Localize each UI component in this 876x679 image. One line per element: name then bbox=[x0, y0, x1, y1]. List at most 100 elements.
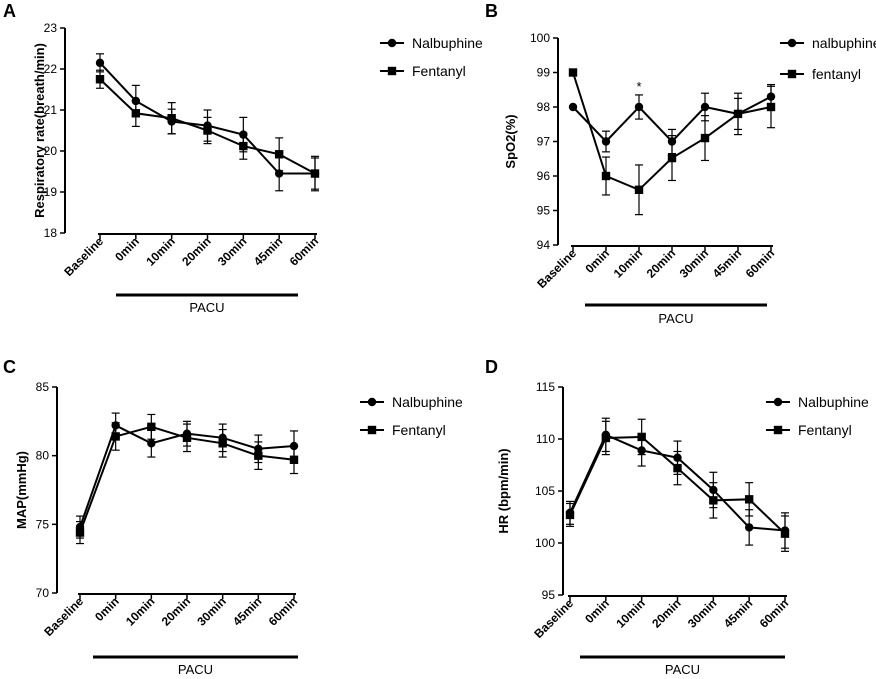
data-point-circle bbox=[274, 169, 284, 178]
legend-label: fentanyl bbox=[812, 66, 861, 82]
data-point-circle bbox=[744, 523, 754, 532]
x-tick-label: 30min bbox=[215, 234, 249, 268]
legend-item-fentanyl: fentanyl bbox=[780, 66, 861, 82]
x-tick-label: 60min bbox=[266, 594, 300, 628]
panel-a: A 18 19 20 21 22 23 Baseline 0min 10min 20min 30mi… bbox=[3, 1, 483, 315]
y-tick-label: 21 bbox=[44, 103, 58, 117]
data-point-square bbox=[182, 433, 192, 443]
data-point-square bbox=[634, 185, 644, 194]
data-point-circle bbox=[700, 102, 710, 112]
x-tick-label: 20min bbox=[649, 596, 683, 630]
data-point-square bbox=[203, 126, 212, 135]
x-tick-label: 0min bbox=[92, 594, 122, 624]
legend-label: Nalbuphine bbox=[412, 35, 483, 51]
legend-item-nalbuphine: nalbuphine bbox=[780, 35, 876, 51]
y-tick-label: 97 bbox=[537, 135, 551, 149]
data-point-square bbox=[601, 171, 611, 181]
data-point-square bbox=[218, 439, 227, 448]
data-point-square bbox=[95, 75, 105, 84]
x-tick-label: 20min bbox=[644, 246, 678, 280]
pacu-label: PACU bbox=[178, 662, 213, 677]
pacu-label: PACU bbox=[189, 300, 224, 315]
y-tick-label: 94 bbox=[537, 238, 551, 252]
y-tick-label: 115 bbox=[536, 380, 555, 394]
y-tick-label: 20 bbox=[44, 144, 58, 158]
y-tick-label: 23 bbox=[44, 21, 58, 35]
panel-letter-a: A bbox=[3, 1, 16, 21]
y-tick-label: 98 bbox=[537, 100, 551, 114]
data-point-square bbox=[310, 169, 320, 178]
legend-item-fentanyl: Fentanyl bbox=[360, 422, 446, 438]
data-point-square bbox=[733, 109, 743, 119]
data-point-square bbox=[239, 141, 248, 151]
x-tick-label: 0min bbox=[582, 596, 612, 626]
series-fentanyl bbox=[75, 413, 299, 545]
x-tick-label: 0min bbox=[582, 246, 612, 276]
x-tick-label: Baseline bbox=[61, 234, 106, 279]
data-point-square bbox=[780, 529, 790, 538]
x-tick-label: 30min bbox=[677, 246, 711, 280]
legend-label: Fentanyl bbox=[412, 63, 466, 79]
x-tick-label: 60min bbox=[757, 596, 791, 630]
data-point-square bbox=[568, 68, 578, 77]
panel-d: D 95 100 105 110 115 Baseline 0min 10min 20min 30… bbox=[485, 357, 869, 677]
x-tick-label: 45min bbox=[251, 234, 285, 268]
x-tick-label: 20min bbox=[159, 594, 193, 628]
y-tick-label: 96 bbox=[537, 169, 551, 183]
y-tick-label: 18 bbox=[44, 226, 58, 240]
panel-c: C 70 75 80 85 Baseline 0min 10min 20min 30min 45m… bbox=[3, 357, 463, 677]
y-tick-label: 80 bbox=[36, 449, 50, 463]
legend-label: Nalbuphine bbox=[392, 394, 463, 410]
legend-item-nalbuphine: Nalbuphine bbox=[766, 394, 869, 410]
y-axis-title: SpO2(%) bbox=[503, 114, 518, 168]
data-point-circle bbox=[634, 102, 644, 112]
y-axis-title: MAP(mmHg) bbox=[14, 451, 29, 529]
data-point-circle bbox=[95, 58, 105, 68]
series-fentanyl bbox=[568, 68, 776, 216]
data-point-square bbox=[131, 109, 141, 118]
x-tick-label: 30min bbox=[685, 596, 719, 630]
legend-label: Fentanyl bbox=[798, 422, 852, 438]
y-tick-label: 85 bbox=[36, 380, 50, 394]
y-tick-label: 22 bbox=[44, 62, 58, 76]
pacu-label: PACU bbox=[665, 662, 700, 677]
legend-item-fentanyl: Fentanyl bbox=[766, 422, 852, 438]
panel-letter-d: D bbox=[485, 357, 498, 377]
legend-marker-circle bbox=[773, 397, 783, 407]
series-fentanyl bbox=[95, 69, 320, 190]
data-point-circle bbox=[601, 137, 611, 146]
y-axis-title: HR (bpm/min) bbox=[496, 448, 511, 533]
data-point-square bbox=[601, 433, 611, 443]
panel-letter-b: B bbox=[485, 1, 498, 21]
y-tick-label: 100 bbox=[535, 536, 555, 550]
x-tick-label: 45min bbox=[710, 246, 744, 280]
data-point-square bbox=[75, 528, 85, 537]
legend-marker-square bbox=[367, 425, 377, 435]
legend-label: Fentanyl bbox=[392, 422, 446, 438]
legend-marker-square bbox=[787, 69, 797, 79]
legend-marker-circle bbox=[787, 38, 797, 48]
y-tick-label: 100 bbox=[530, 31, 550, 45]
y-axis-title: Respiratory rate(breath/min) bbox=[32, 43, 47, 218]
panel-letter-c: C bbox=[3, 357, 16, 377]
data-point-square bbox=[700, 133, 710, 143]
data-point-square bbox=[167, 114, 176, 123]
data-point-square bbox=[111, 432, 120, 441]
x-tick-label: Baseline bbox=[534, 246, 579, 291]
y-tick-label: 110 bbox=[536, 432, 555, 446]
data-point-square bbox=[147, 422, 156, 432]
x-tick-label: 10min bbox=[613, 596, 647, 630]
data-point-square bbox=[289, 455, 299, 464]
data-point-square bbox=[744, 495, 754, 504]
data-point-square bbox=[709, 496, 718, 505]
x-tick-label: 10min bbox=[123, 594, 157, 628]
legend-label: nalbuphine bbox=[812, 35, 876, 51]
y-tick-label: 105 bbox=[535, 484, 555, 498]
x-tick-label: Baseline bbox=[41, 594, 86, 639]
data-point-square bbox=[274, 150, 284, 159]
data-point-circle bbox=[147, 439, 156, 448]
legend-marker-square bbox=[773, 425, 783, 435]
x-tick-label: 60min bbox=[287, 234, 321, 268]
significance-marker: * bbox=[636, 79, 641, 94]
data-point-square bbox=[637, 432, 646, 442]
